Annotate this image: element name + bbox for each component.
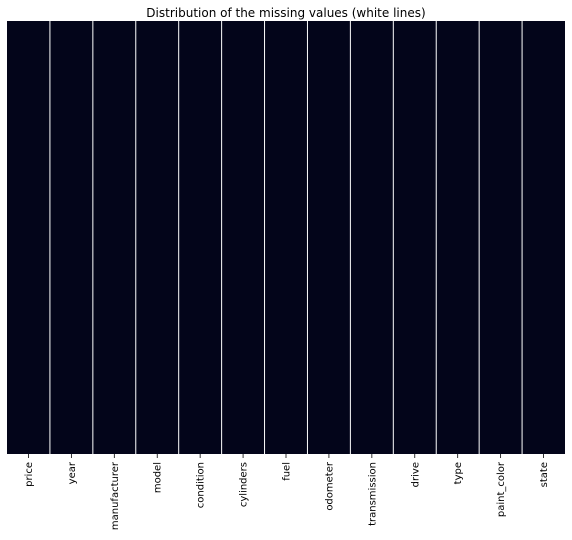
x-tick-label-condition: condition: [196, 462, 207, 508]
x-tick-label-fuel: fuel: [282, 462, 293, 481]
x-tick-marks-group: [28, 454, 544, 458]
heatmap-column-paint-color: [479, 21, 523, 454]
x-tick-label-transmission: transmission: [367, 462, 378, 526]
chart-title: Distribution of the missing values (whit…: [146, 6, 425, 20]
x-tick-label-model: model: [153, 462, 164, 493]
x-tick-label-state: state: [539, 462, 550, 487]
x-tick-label-cylinders: cylinders: [239, 462, 250, 507]
heatmap-column-manufacturer: [92, 21, 136, 454]
x-tick-label-year: year: [67, 461, 78, 484]
heatmap-column-cylinders: [221, 21, 265, 454]
heatmap-column-price: [7, 21, 50, 454]
x-tick-label-odometer: odometer: [324, 461, 335, 511]
heatmap-column-transmission: [350, 21, 394, 454]
heatmap-column-condition: [178, 21, 222, 454]
x-tick-label-type: type: [453, 462, 464, 484]
heatmap-column-year: [49, 21, 93, 454]
heatmap-column-drive: [393, 21, 437, 454]
heatmap-column-state: [522, 21, 565, 454]
heatmap-column-odometer: [307, 21, 351, 454]
x-tick-labels-group: price year manufacturer model condition cylin…: [24, 461, 550, 530]
heatmap-column-model: [135, 21, 179, 454]
x-tick-label-drive: drive: [410, 462, 421, 487]
heatmap-column-type: [436, 21, 480, 454]
x-tick-label-price: price: [24, 462, 35, 487]
heatmap-column-fuel: [264, 21, 308, 454]
heatmap-cells-group: [7, 21, 565, 454]
x-tick-label-manufacturer: manufacturer: [110, 461, 121, 530]
column-separators-group: [49, 21, 523, 454]
x-tick-label-paint-color: paint_color: [496, 461, 507, 517]
